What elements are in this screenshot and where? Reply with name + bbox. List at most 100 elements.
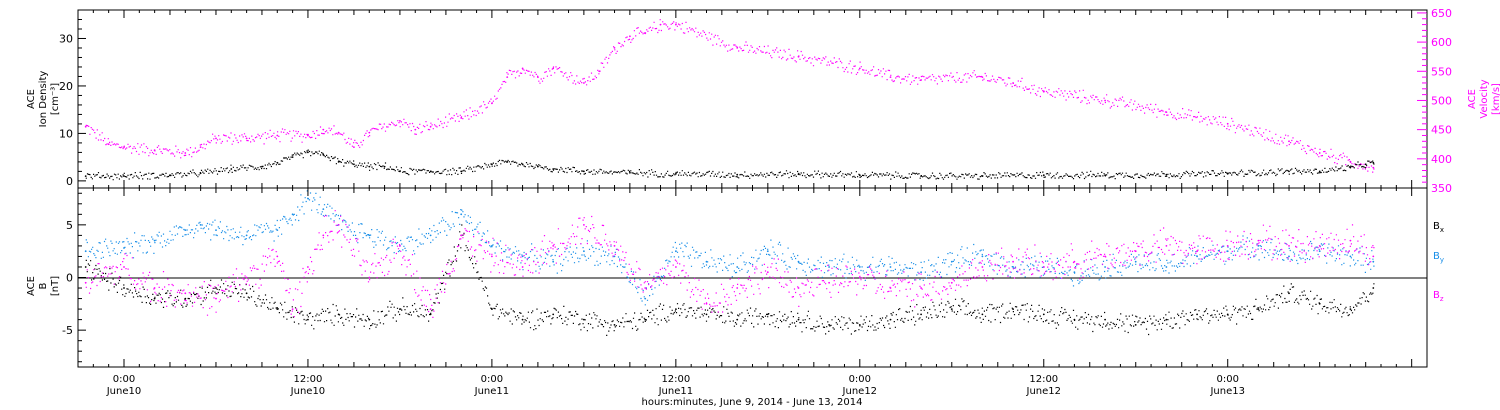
data-point-bz-13 [429, 308, 432, 310]
data-point-velocity-0 [84, 125, 87, 128]
time-tick-label: 0:00 [849, 374, 871, 385]
data-point-bx-35 [1165, 318, 1168, 321]
data-point-bz-14 [460, 234, 463, 237]
data-point-bz-26 [828, 281, 830, 284]
top-panel-marks [84, 19, 1375, 181]
data-point-by-1 [123, 247, 125, 249]
data-point-velocity-16 [429, 125, 432, 128]
data-point-by-29 [889, 266, 892, 268]
data-point-density-19 [521, 163, 524, 166]
data-point-by-43 [1318, 250, 1321, 253]
data-point-velocity-32 [858, 67, 861, 70]
series-velocity-points [84, 19, 1375, 173]
data-point-by-31 [950, 260, 953, 263]
data-point-bz-38 [1196, 250, 1198, 253]
velocity-tick-label: 400 [1431, 153, 1452, 166]
series-density-points [84, 149, 1375, 181]
data-point-velocity-4 [184, 152, 187, 154]
data-point-by-7 [276, 229, 279, 232]
data-point-bx-27 [920, 313, 922, 316]
data-point-bz-33 [1042, 266, 1045, 268]
data-point-by-16 [491, 245, 493, 247]
date-tick-label: June10 [106, 386, 142, 397]
data-point-density-33 [1226, 172, 1229, 175]
data-point-velocity-18 [491, 102, 493, 105]
data-point-density-18 [506, 161, 509, 163]
density-axis-label: ACE Ion Density [cm⁻³] [26, 71, 61, 128]
data-point-velocity-15 [414, 128, 417, 131]
time-tick-label: 0:00 [481, 374, 503, 385]
data-point-density-30 [1042, 174, 1045, 177]
data-point-by-30 [920, 271, 922, 274]
data-point-velocity-20 [521, 67, 524, 70]
data-point-density-14 [399, 170, 401, 173]
data-point-density-3 [199, 172, 202, 175]
field-label-line1: ACE [26, 276, 37, 296]
data-point-bz-44 [1372, 255, 1375, 258]
data-point-velocity-11 [337, 131, 340, 134]
time-tick-label: 0:00 [1216, 374, 1238, 385]
data-point-velocity-41 [1288, 140, 1290, 143]
data-point-bz-16 [521, 266, 524, 268]
series-bx-points [84, 224, 1375, 336]
data-point-velocity-36 [1012, 82, 1014, 84]
data-point-bz-11 [368, 276, 371, 279]
time-tick-label: 12:00 [661, 374, 690, 385]
data-point-bx-40 [1318, 302, 1321, 305]
data-point-by-38 [1165, 266, 1168, 268]
data-point-bz-43 [1349, 239, 1352, 242]
bottom-panel-marks [84, 190, 1375, 336]
data-point-by-24 [736, 266, 739, 268]
data-point-bz-1 [123, 266, 125, 268]
data-point-by-35 [1073, 271, 1076, 274]
data-point-velocity-19 [506, 76, 509, 78]
data-point-density-20 [537, 165, 539, 168]
data-point-bx-33 [1104, 318, 1106, 321]
data-point-by-32 [981, 255, 984, 258]
density-tick-label: 20 [59, 80, 73, 93]
data-point-bz-10 [337, 224, 340, 226]
data-point-density-13 [383, 165, 386, 168]
data-point-velocity-42 [1318, 152, 1321, 154]
data-point-by-42 [1288, 255, 1290, 258]
data-point-by-45 [1372, 260, 1375, 263]
data-point-velocity-6 [215, 137, 217, 140]
data-point-density-28 [920, 175, 922, 178]
data-point-bz-27 [858, 276, 861, 279]
data-point-density-5 [261, 165, 263, 168]
data-point-by-3 [184, 229, 187, 232]
data-point-bz-35 [1104, 255, 1106, 258]
date-tick-label: June13 [1209, 386, 1245, 397]
series-bz-points [84, 210, 1375, 318]
data-point-by-41 [1257, 245, 1260, 247]
date-tick-label: June11 [474, 386, 510, 397]
density-velocity-panel: 0 10 20 30 350 400 450 500 550 600 650 ACE Ion De… [26, 7, 1500, 195]
time-axis-title: hours:minutes, June 9, 2014 - June 13, 2… [642, 397, 863, 408]
density-tick-label: 30 [59, 32, 73, 45]
data-point-density-1 [123, 175, 125, 178]
density-label-line3: [cm⁻³] [50, 83, 61, 115]
series-bz-trace [85, 210, 1375, 318]
data-point-bz-28 [889, 287, 892, 289]
data-point-velocity-24 [598, 70, 601, 73]
data-point-velocity-35 [981, 76, 984, 78]
data-point-velocity-3 [153, 149, 156, 152]
data-point-bx-3 [184, 297, 187, 300]
date-tick-label: June11 [658, 386, 694, 397]
data-point-by-2 [153, 239, 156, 242]
data-point-by-19 [583, 250, 585, 253]
data-point-bx-15 [552, 313, 555, 316]
data-point-by-12 [368, 234, 371, 237]
data-point-bx-39 [1288, 292, 1290, 295]
data-point-velocity-33 [889, 76, 892, 78]
data-point-density-27 [858, 174, 861, 177]
data-point-bx-8 [337, 313, 340, 316]
data-point-by-33 [1012, 266, 1014, 268]
data-point-velocity-43 [1349, 160, 1352, 163]
data-point-velocity-31 [797, 55, 800, 58]
velocity-label-line2: Velocity [1479, 79, 1490, 118]
data-point-by-18 [552, 260, 555, 263]
data-point-bz-19 [613, 245, 616, 247]
data-point-velocity-39 [1165, 111, 1168, 113]
data-point-bx-25 [858, 324, 861, 326]
